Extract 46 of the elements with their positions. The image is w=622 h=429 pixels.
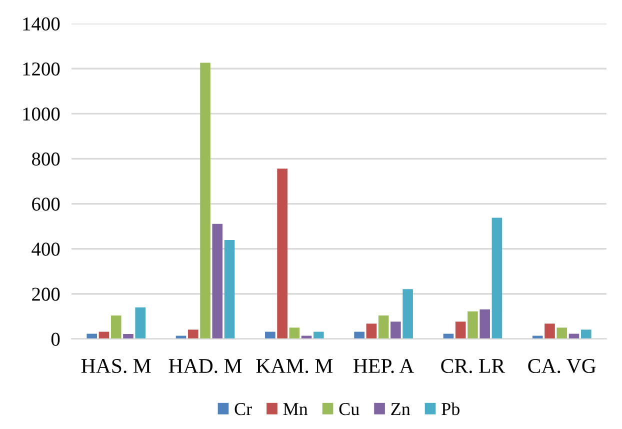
legend-label: Cu xyxy=(339,403,360,416)
legend-label: Zn xyxy=(391,403,410,415)
bar xyxy=(110,315,122,339)
y-tick-label: 0 xyxy=(51,332,60,346)
bar xyxy=(402,289,413,339)
bar xyxy=(314,332,324,339)
y-tick-label: 1000 xyxy=(23,108,60,121)
bar xyxy=(468,311,478,339)
bar xyxy=(224,240,235,339)
legend-label: Mn xyxy=(283,403,308,415)
bar xyxy=(212,224,223,339)
x-tick-label: KAM. M xyxy=(256,359,333,374)
bar xyxy=(135,307,146,339)
bar xyxy=(366,324,377,339)
bar xyxy=(480,309,490,339)
bar xyxy=(568,334,580,339)
bar xyxy=(289,328,300,339)
bar xyxy=(277,168,288,339)
legend-label: Cr xyxy=(234,403,252,416)
bar xyxy=(354,332,364,339)
x-tick-label: HAS. M xyxy=(81,359,151,374)
x-tick-label: HAD. M xyxy=(168,359,242,374)
bar xyxy=(98,332,110,339)
bar xyxy=(580,330,592,339)
y-tick-label: 400 xyxy=(32,242,60,256)
y-tick-label: 1200 xyxy=(23,62,60,76)
y-tick-label: 600 xyxy=(32,198,60,211)
legend-label: Pb xyxy=(442,402,460,416)
y-tick-label: 800 xyxy=(32,152,60,166)
bar xyxy=(390,322,401,339)
x-tick-label: CR. LR xyxy=(441,359,506,374)
bar xyxy=(200,62,210,339)
y-tick-label: 200 xyxy=(32,288,60,301)
bar xyxy=(492,218,502,339)
bar xyxy=(123,334,134,339)
bar xyxy=(378,315,389,339)
bar xyxy=(556,328,568,339)
x-tick-label: CA. VG xyxy=(528,359,596,374)
bar xyxy=(265,332,276,339)
bar xyxy=(86,334,98,339)
bar xyxy=(443,334,454,339)
x-tick-label: HEP. A xyxy=(353,359,414,374)
bar xyxy=(455,322,466,339)
bar xyxy=(544,324,555,339)
y-tick-label: 1400 xyxy=(23,17,60,31)
bar xyxy=(188,330,198,339)
